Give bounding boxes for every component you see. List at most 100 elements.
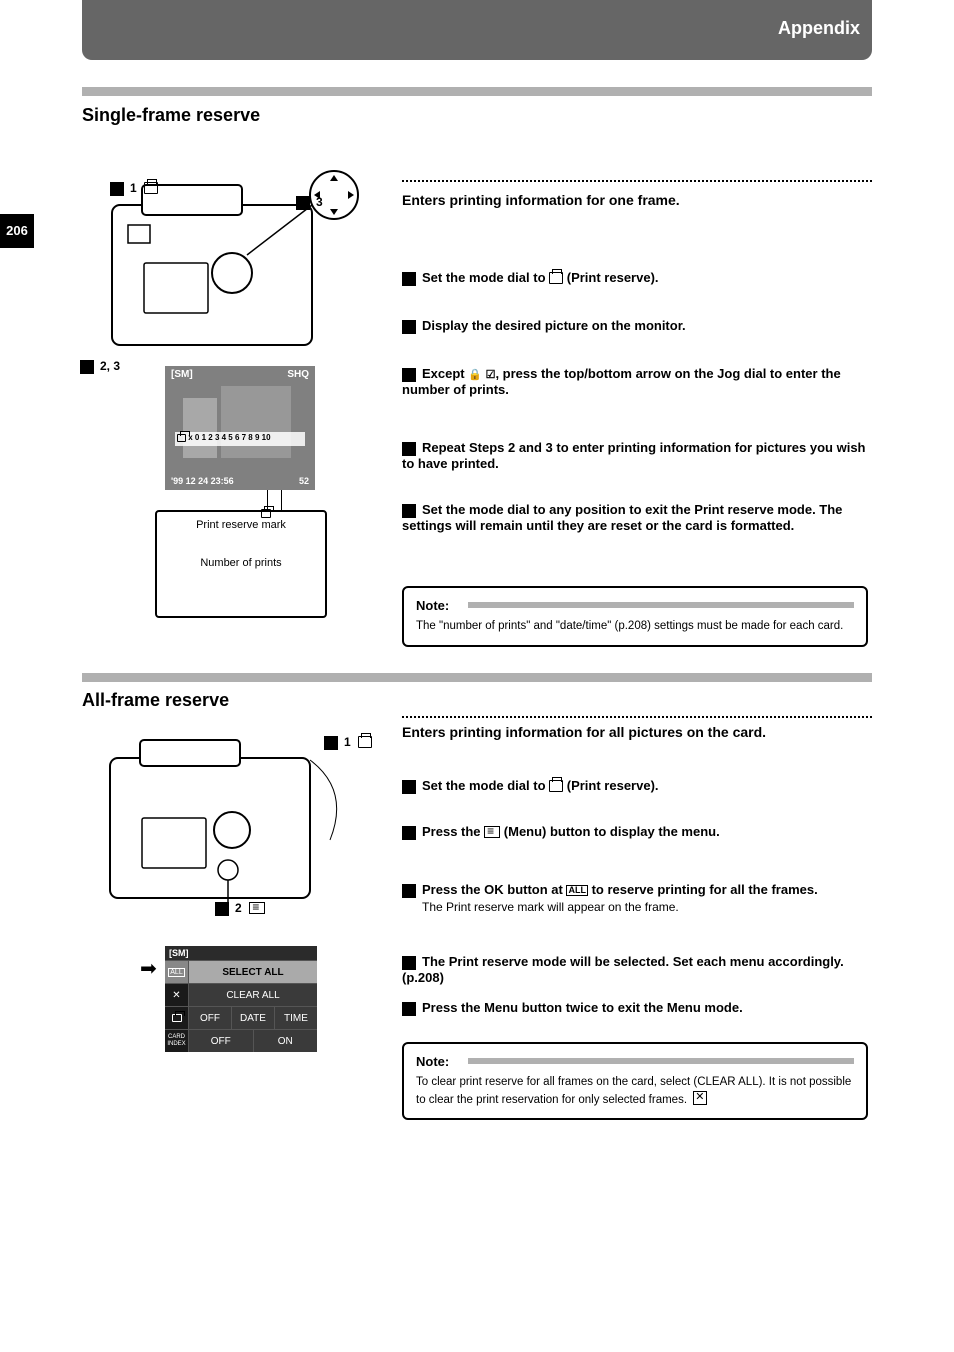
step-marker-icon: [110, 182, 124, 196]
caption-title: Print reserve mark: [163, 518, 319, 532]
screen-topleft: [SM]: [171, 369, 193, 380]
dotted-line-2: [402, 716, 872, 718]
clear-icon: [693, 1091, 707, 1105]
note-head-bar-2: [468, 1058, 854, 1064]
step-1-pre: Set the mode dial to: [422, 270, 549, 285]
callout-2-all: 2: [215, 900, 265, 916]
step-marker-icon: [402, 504, 416, 518]
menu-label-select-all: SELECT ALL: [189, 961, 317, 983]
menu-icon-date: [165, 1007, 189, 1029]
step-4-all: The Print reserve mode will be selected.…: [402, 954, 868, 985]
step-2-text: Display the desired picture on the monit…: [422, 318, 686, 333]
note-box-all: Note: To clear print reserve for all fra…: [402, 1042, 868, 1120]
step-1-post: (Print reserve).: [567, 270, 659, 285]
menu-cell-ci-on: ON: [253, 1030, 318, 1052]
screen-topright: SHQ: [287, 369, 309, 380]
note-heading: Note:: [416, 598, 449, 613]
menu-cell-ci-off: OFF: [189, 1030, 253, 1052]
menu-icon-all: ALL: [165, 961, 189, 983]
note-box-single: Note: The "number of prints" and "date/t…: [402, 586, 868, 647]
step-5-text: Set the mode dial to any position to exi…: [402, 502, 842, 533]
menu-icon: [249, 902, 265, 914]
callout-3-num: 3: [316, 195, 323, 209]
callout-3-single: 3: [296, 194, 323, 210]
menu-cell-date: DATE: [231, 1007, 274, 1029]
step-marker-icon: [402, 442, 416, 456]
step-3-all: Press the OK button at ALL to reserve pr…: [402, 882, 868, 914]
menu-icon-clear: ✕: [165, 984, 189, 1006]
page-number: 206: [0, 214, 34, 248]
callout-1-all-num: 1: [344, 735, 351, 749]
menu-label-clear-all: CLEAR ALL: [189, 984, 317, 1006]
step-3-single: Except , press the top/bottom arrow on t…: [402, 366, 868, 397]
step-marker-icon: [324, 736, 338, 750]
step-3-pre: Except: [422, 366, 468, 381]
step-marker-icon: [402, 884, 416, 898]
arrow-pointer: ➡: [140, 956, 157, 981]
print-icon: [144, 182, 158, 194]
print-icon-caption: [261, 509, 271, 518]
step-a1-pre: Set the mode dial to: [422, 778, 549, 793]
caption-sub: Number of prints: [163, 556, 319, 570]
step-1-all: Set the mode dial to (Print reserve).: [402, 778, 868, 794]
screen-overlay: x 0 1 2 3 4 5 6 7 8 9 10: [177, 433, 271, 442]
step-a4-text: The Print reserve mode will be selected.…: [402, 954, 844, 985]
overlay-numbers: 0 1 2 3 4 5 6 7 8 9 10: [195, 433, 271, 442]
step-4-single: Repeat Steps 2 and 3 to enter printing i…: [402, 440, 868, 471]
menu-row-date: OFF DATE TIME: [165, 1006, 317, 1029]
menu-icon: [484, 826, 500, 838]
all-icon: ALL: [566, 885, 588, 896]
callout-23-num: 2, 3: [100, 359, 120, 373]
callout-2-all-num: 2: [235, 901, 242, 915]
menu-row-cardindex: CARDINDEX OFF ON: [165, 1029, 317, 1052]
menu-cell-time: TIME: [274, 1007, 317, 1029]
indicator-line-2: [281, 490, 282, 512]
callout-1-all: 1: [324, 734, 372, 750]
step-2-all: Press the (Menu) button to display the m…: [402, 824, 868, 840]
note-body-all: To clear print reserve for all frames on…: [416, 1075, 854, 1108]
screen-count: 52: [299, 476, 309, 486]
lcd-screen-single: [SM] SHQ x 0 1 2 3 4 5 6 7 8 9 10 '99 12…: [165, 366, 315, 490]
note-body-single: The "number of prints" and "date/time" (…: [416, 619, 854, 635]
callout-1-num: 1: [130, 181, 137, 195]
step-marker-icon: [402, 272, 416, 286]
check-icon: [486, 366, 496, 381]
step-marker-icon: [402, 368, 416, 382]
step-marker-icon: [402, 956, 416, 970]
step-a3-pre: Press the OK button at: [422, 882, 566, 897]
step-marker-icon: [402, 780, 416, 794]
step-marker-icon: [402, 826, 416, 840]
lock-icon: [468, 366, 482, 381]
step-a1-post: (Print reserve).: [567, 778, 659, 793]
print-icon: [549, 272, 563, 284]
menu-diagram: [SM] ALL SELECT ALL ✕ CLEAR ALL OFF DATE…: [165, 946, 317, 1052]
step-marker-icon: [215, 902, 229, 916]
print-icon-small: [177, 434, 186, 442]
section-divider-top: [82, 87, 872, 96]
callout-23-single: 2, 3: [80, 358, 120, 374]
note-body-all-text: To clear print reserve for all frames on…: [416, 1076, 851, 1106]
step-a2-pre: Press the: [422, 824, 484, 839]
step-marker-icon: [296, 196, 310, 210]
section-heading-all: All-frame reserve: [82, 690, 229, 711]
step-a3-sub: The Print reserve mark will appear on th…: [402, 900, 868, 914]
dotted-line-1: [402, 180, 872, 182]
print-icon: [358, 736, 372, 748]
step-a2-post: (Menu) button to display the menu.: [504, 824, 720, 839]
menu-row-select-all: ALL SELECT ALL: [165, 960, 317, 983]
section-heading-single: Single-frame reserve: [82, 105, 260, 126]
step-4-text: Repeat Steps 2 and 3 to enter printing i…: [402, 440, 866, 471]
header-appendix: Appendix: [82, 0, 872, 60]
step-a5-text: Press the Menu button twice to exit the …: [422, 1000, 743, 1015]
screen-caption-box: Print reserve mark Number of prints: [155, 510, 327, 618]
screen-date: '99 12 24 23:56: [171, 476, 234, 486]
menu-cell-off: OFF: [189, 1007, 231, 1029]
step-5-all: Press the Menu button twice to exit the …: [402, 1000, 868, 1016]
note-heading-all: Note:: [416, 1054, 449, 1069]
intro-text-single: Enters printing information for one fram…: [402, 192, 680, 208]
menu-row-clear-all: ✕ CLEAR ALL: [165, 983, 317, 1006]
callout-1-single: 1: [110, 180, 158, 196]
menu-icon-cardindex: CARDINDEX: [165, 1030, 189, 1052]
note-head-bar: [468, 602, 854, 608]
menu-header: [SM]: [165, 946, 317, 960]
